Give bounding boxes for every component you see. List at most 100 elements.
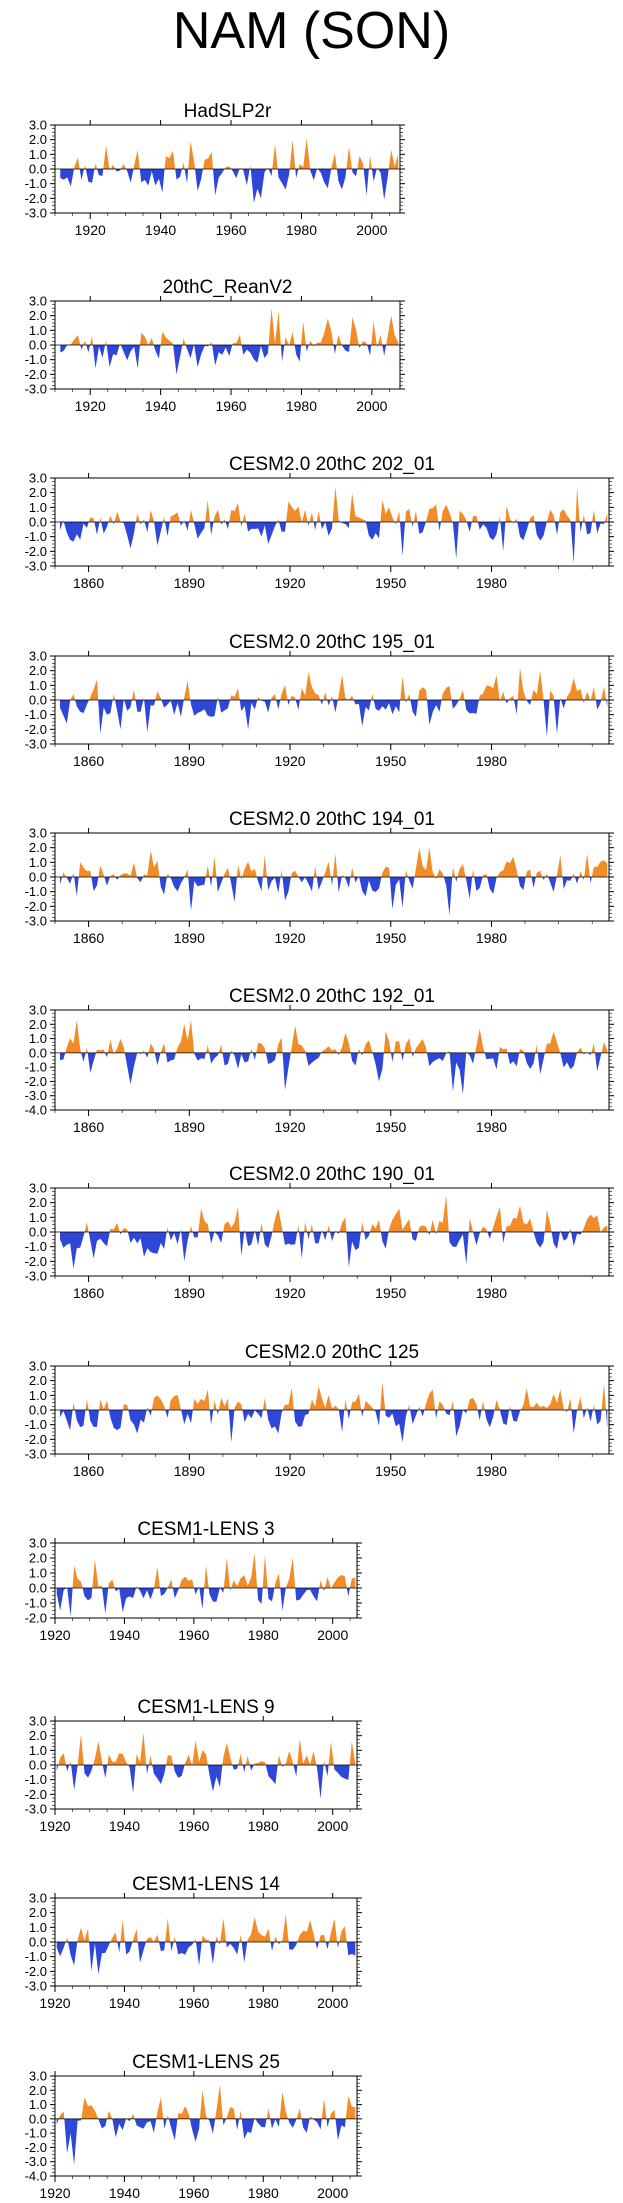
y-tick-label: -3.0 [25,914,47,929]
chart-panel: CESM2.0 20thC 202_01 3.02.01.00.0-1.0-2.0… [25,454,614,591]
y-tick-label: 0.0 [29,1581,47,1596]
x-tick-label: 1960 [215,398,246,414]
x-tick-label: 1960 [178,2185,209,2198]
chart-panel: CESM2.0 20thC 125 3.02.01.00.0-1.0-2.0-3.… [25,1342,614,1479]
negative-area [60,877,608,916]
negative-area [56,1588,356,1617]
x-tick-label: 1860 [73,575,104,591]
x-tick-label: 1920 [274,1119,305,1135]
positive-area [60,1020,608,1053]
y-tick-label: 0.0 [29,1935,47,1950]
x-tick-label: 2000 [317,1995,348,2011]
y-tick-label: 0.0 [29,515,47,530]
x-tick-label: 1890 [174,753,205,769]
x-tick-label: 1980 [286,222,317,238]
positive-area [56,1914,356,1942]
chart-panel: 20thC_ReanV2 3.02.01.00.0-1.0-2.0-3.0 1920… [25,277,405,414]
chart-panel: CESM1-LENS 9 3.02.01.00.0-1.0-2.0-3.01920… [25,1697,362,1834]
x-tick-label: 1940 [109,2185,140,2198]
y-tick-label: -3.0 [25,1269,47,1284]
y-tick-label: 2.0 [29,485,47,500]
x-tick-label: 2000 [317,1818,348,1834]
y-tick-label: 1.0 [29,1031,47,1046]
y-tick-label: 3.0 [29,826,47,841]
y-tick-label: -1.0 [25,1239,47,1254]
chart-title: CESM1-LENS 3 [137,1519,274,1540]
positive-area [60,138,399,169]
x-tick-label: 1920 [274,1285,305,1301]
x-tick-label: 1860 [73,753,104,769]
y-tick-label: -2.0 [25,367,47,382]
y-tick-label: -4.0 [25,1103,47,1118]
negative-area [60,345,399,375]
y-tick-label: 3.0 [29,1359,47,1374]
y-tick-label: 3.0 [29,1181,47,1196]
x-tick-label: 1980 [286,398,317,414]
x-tick-label: 1890 [174,930,205,946]
chart-title: CESM2.0 20thC 125 [245,1342,419,1363]
x-tick-label: 1950 [375,575,406,591]
plot-frame [54,2075,358,2177]
plot-frame [54,1009,610,1111]
x-tick-label: 1950 [375,1119,406,1135]
negative-area [60,1052,608,1095]
y-tick-label: 3.0 [29,1536,47,1551]
chart-title: CESM1-LENS 14 [132,1874,280,1895]
x-tick-label: 1980 [476,753,507,769]
y-tick-label: 1.0 [29,1743,47,1758]
y-tick-label: 2.0 [29,2083,47,2098]
positive-area [60,308,399,345]
y-tick-label: -2.0 [25,191,47,206]
y-tick-label: 3.0 [29,1891,47,1906]
y-tick-label: -3.0 [25,2154,47,2169]
x-tick-label: 1920 [75,398,106,414]
y-tick-label: 2.0 [29,1373,47,1388]
y-tick-label: 0.0 [29,1225,47,1240]
y-tick-label: -1.0 [25,2126,47,2141]
chart-panel: HadSLP2r 3.02.01.00.0-1.0-2.0-3.0 1920 1940… [25,101,405,238]
positive-area [60,847,608,877]
x-tick-label: 1860 [73,930,104,946]
x-tick-label: 1920 [39,1818,70,1834]
y-tick-label: 3.0 [29,649,47,664]
y-tick-label: -2.0 [25,1432,47,1447]
x-tick-label: 1980 [248,1818,279,1834]
y-tick-label: 0.0 [29,1758,47,1773]
y-tick-label: -3.0 [25,1088,47,1103]
negative-area [56,1942,356,1975]
y-tick-label: -1.0 [25,884,47,899]
y-tick-label: 1.0 [29,323,47,338]
x-tick-label: 1960 [178,1818,209,1834]
x-tick-label: 1980 [248,1627,279,1643]
y-tick-label: -2.0 [25,1254,47,1269]
y-tick-label: 1.0 [29,500,47,515]
y-tick-label: 2.0 [29,1728,47,1743]
positive-area [56,2084,356,2119]
y-tick-label: -1.0 [25,1060,47,1075]
x-tick-label: 1980 [248,2185,279,2198]
x-tick-label: 1940 [109,1995,140,2011]
y-tick-label: -3.0 [25,1447,47,1462]
x-tick-label: 1980 [476,930,507,946]
y-tick-label: -2.0 [25,1787,47,1802]
y-tick-label: 1.0 [29,1920,47,1935]
chart-panel: CESM1-LENS 14 3.02.01.00.0-1.0-2.0-3.0192… [25,1874,362,2011]
y-tick-label: -2.0 [25,722,47,737]
x-tick-label: 1960 [178,1627,209,1643]
x-tick-label: 1940 [145,222,176,238]
y-tick-label: 1.0 [29,147,47,162]
x-tick-label: 1940 [109,1627,140,1643]
y-tick-label: 3.0 [29,294,47,309]
y-tick-label: -1.0 [25,176,47,191]
y-tick-label: 2.0 [29,840,47,855]
y-tick-label: -3.0 [25,382,47,397]
chart-title: CESM2.0 20thC 194_01 [229,809,435,830]
y-tick-label: -2.0 [25,1964,47,1979]
x-tick-label: 1960 [215,222,246,238]
y-tick-label: 1.0 [29,678,47,693]
y-tick-label: 2.0 [29,1017,47,1032]
x-tick-label: 1890 [174,1463,205,1479]
